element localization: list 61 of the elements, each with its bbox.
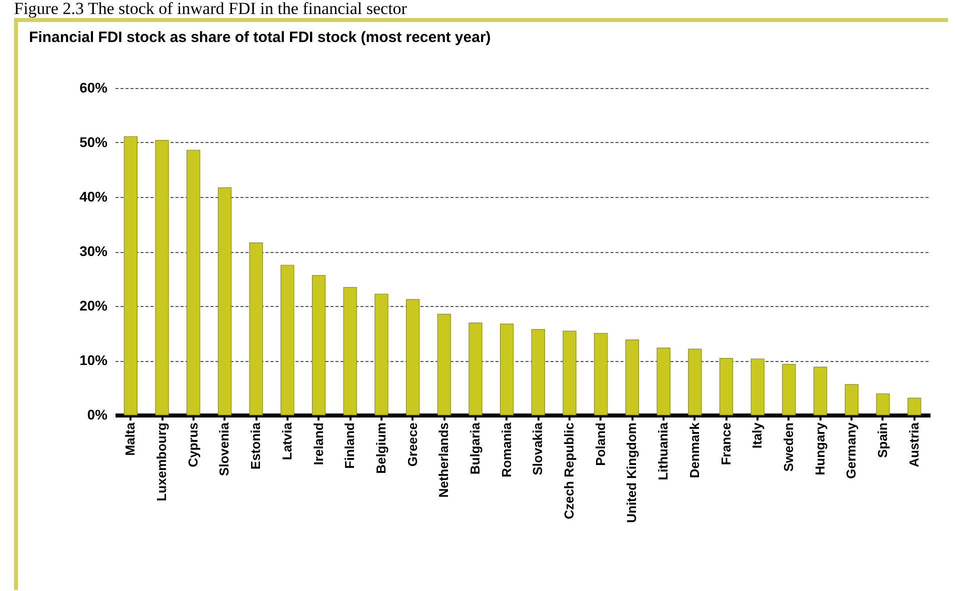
- bar: [312, 275, 326, 416]
- x-tick-label: Spain: [874, 422, 890, 458]
- x-tick-label: France: [718, 422, 734, 466]
- chart-title: Figure 2.3 The stock of inward FDI in the financial sector: [14, 0, 408, 18]
- bar: [531, 329, 545, 416]
- bar: [844, 384, 858, 416]
- y-tick-label: 20%: [79, 298, 108, 314]
- bar: [343, 287, 357, 416]
- bar: [688, 348, 702, 416]
- bar: [562, 330, 576, 416]
- bar: [374, 294, 388, 416]
- bar: [437, 314, 451, 416]
- bar: [406, 299, 420, 416]
- x-tick-label: Italy: [750, 422, 765, 449]
- x-tick-label: Latvia: [279, 422, 294, 460]
- x-tick-label: Hungary: [812, 422, 828, 476]
- y-tick-label: 50%: [79, 134, 108, 150]
- bar: [719, 358, 734, 416]
- x-tick-label: Luxembourg: [154, 422, 170, 502]
- bar: [249, 242, 263, 416]
- x-tick-label: Czech Republic: [562, 422, 577, 520]
- y-tick-label: 0%: [87, 406, 108, 422]
- bar: [155, 140, 169, 416]
- bar: [876, 393, 890, 416]
- bar: [468, 322, 482, 416]
- x-tick-label: Sweden: [780, 422, 796, 472]
- bar: [750, 358, 764, 416]
- bar: [656, 348, 670, 416]
- x-tick-label: Netherlands: [436, 422, 452, 498]
- y-tick-label: 40%: [79, 188, 108, 204]
- chart-subtitle: Financial FDI stock as share of total FDI stock (most recent year): [28, 29, 491, 46]
- bar: [908, 398, 922, 416]
- x-tick-label: Ireland: [310, 422, 326, 466]
- x-tick-label: Poland: [592, 422, 608, 466]
- x-tick-label: Malta: [122, 422, 138, 456]
- bar: [625, 339, 640, 416]
- bar: [594, 332, 608, 416]
- x-tick-label: Romania: [498, 422, 514, 478]
- x-tick-label: Austria: [906, 422, 922, 468]
- bar: [124, 136, 138, 416]
- bar: [186, 150, 200, 416]
- x-tick-label: Cyprus: [185, 422, 200, 468]
- x-tick-label: Estonia: [248, 422, 264, 470]
- y-tick-label: 30%: [79, 243, 108, 259]
- bar: [813, 366, 828, 416]
- bar: [500, 324, 514, 416]
- x-tick-label: Belgium: [373, 422, 388, 474]
- bar: [218, 187, 232, 416]
- bar: [280, 264, 294, 416]
- x-tick-label: Germany: [844, 422, 859, 479]
- bar: [782, 364, 796, 416]
- x-tick-label: Slovakia: [530, 422, 546, 476]
- x-tick-label: Greece: [404, 422, 420, 467]
- x-tick-label: Lithuania: [656, 422, 671, 480]
- y-tick-label: 60%: [79, 80, 108, 96]
- x-tick-label: Finland: [342, 422, 358, 469]
- x-tick-label: United Kingdom: [624, 422, 640, 523]
- x-tick-label: Bulgaria: [467, 422, 482, 475]
- x-tick-label: Denmark: [686, 422, 702, 478]
- x-tick-label: Slovenia: [216, 422, 232, 476]
- y-tick-label: 10%: [79, 352, 108, 368]
